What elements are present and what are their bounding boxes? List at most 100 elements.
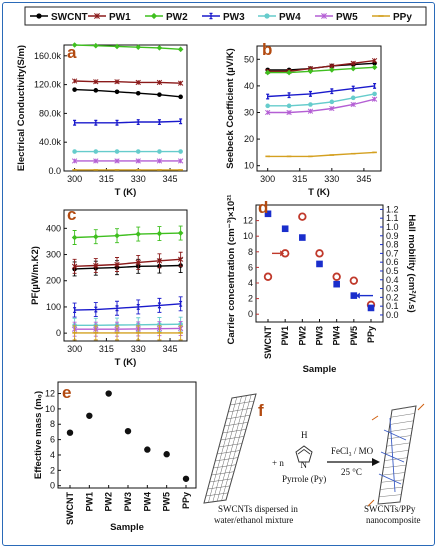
panel-c-point-pw2 — [93, 233, 99, 240]
panel-a-point-pw2 — [114, 43, 120, 50]
panel-b-series-pw2 — [267, 66, 375, 74]
swcnt-bundle-illustration — [203, 393, 257, 504]
panel-b-point-pw3 — [287, 92, 291, 99]
panel-d-y2tick-label: 1.1 — [386, 213, 399, 223]
panel-b-xtick-label: 330 — [324, 174, 339, 184]
panel-d-xtick-label: PPy — [366, 326, 376, 343]
legend: SWCNT PW1 PW2 PW3 PW4 PW5 PPy — [24, 6, 427, 26]
panel-d-carrier-point — [332, 272, 341, 281]
panel-a-point-pw1 — [93, 79, 99, 85]
right-caption-line2: nanocomposite — [366, 515, 421, 525]
panel-a-point-pw3 — [157, 119, 161, 125]
panel-b-point-pw2 — [264, 69, 271, 76]
panel-a-point-pw2 — [177, 46, 184, 53]
panel-d-y2tick-label: 0.9 — [386, 231, 399, 241]
panel-e-xtick-label: PPy — [181, 492, 191, 509]
panel-b-point-pw5 — [286, 109, 292, 116]
panel-c-series-swcnt — [74, 264, 181, 270]
panel-b-point-pw2 — [350, 65, 357, 72]
panel-a-point-pw5 — [93, 158, 99, 164]
panel-c-ytick-label: 0 — [56, 328, 61, 338]
panel-a-point-pw4 — [178, 149, 183, 154]
panel-b-series-pw1 — [267, 59, 375, 73]
panel-c-series-pw3 — [74, 303, 181, 311]
panel-c-xtick-label: 300 — [67, 344, 82, 354]
panel-d-y2tick-label: 0.0 — [386, 310, 399, 320]
panel-a-point-pw5 — [156, 158, 163, 164]
monomer-label: Pyrrole (Py) — [282, 474, 326, 484]
panel-b-point-pw5 — [329, 105, 335, 112]
panel-e-xtick-label: PW5 — [162, 492, 172, 512]
panel-d-ytick-label: 6 — [248, 262, 253, 272]
panel-e-point — [86, 412, 93, 419]
legend-box — [24, 6, 427, 26]
panel-b-point-pw3 — [266, 93, 270, 100]
panel-c-point-pw2 — [114, 232, 120, 239]
panel-d-xtick-label: PW2 — [297, 326, 307, 346]
panel-a-point-pw4 — [135, 149, 141, 154]
panel-a-conductivity: 300 315 330 345 0.0 40.0k 80.0k 120.0k 160.0k T (… — [16, 42, 188, 198]
panel-e-xtick-label: PW3 — [123, 492, 133, 512]
panel-d-mobility-point — [299, 234, 306, 241]
panel-d-ylabel: Carrier concentration (cm⁻³)×10²¹ — [226, 195, 237, 345]
panel-b-series-pw4 — [267, 93, 375, 107]
panel-d-y2tick-label: 1.0 — [386, 222, 399, 232]
panel-a-series-pw3 — [74, 120, 181, 124]
panel-d-mobility-point — [367, 304, 375, 312]
panel-c-point-pw3 — [136, 303, 140, 310]
panel-c-point-pw1 — [114, 261, 120, 268]
panel-b-point-pw3 — [351, 85, 355, 92]
panel-e-ytick-label: 6 — [50, 435, 55, 445]
panel-d-mobility-point — [281, 225, 289, 233]
panel-a-point-pw5 — [114, 158, 120, 164]
panel-c-point-pw3 — [157, 302, 161, 309]
panel-e-point — [163, 451, 170, 458]
legend-label-swcnt: SWCNT — [51, 12, 88, 23]
panel-d-y2tick-label: 0.1 — [386, 301, 399, 311]
panel-e-xtick-label: PW2 — [104, 492, 114, 512]
panel-label-e: e — [62, 383, 71, 402]
panel-b-xtick-label: 345 — [356, 174, 371, 184]
panel-b-point-pw3 — [308, 90, 312, 97]
reagent-bottom: 25 °C — [341, 467, 362, 477]
panel-a-point-pw1 — [114, 79, 120, 85]
panel-d-ytick-label: 12 — [243, 216, 253, 226]
panel-c-point-pw1 — [156, 258, 163, 264]
panel-d-mobility-point — [350, 292, 358, 299]
pyrrole-nh: N — [301, 460, 308, 470]
panel-a-point-pw3 — [179, 118, 183, 125]
panel-d-y2tick-label: 0.3 — [386, 284, 399, 294]
panel-c-point-pw1 — [135, 259, 141, 266]
panel-d-carrier-point — [315, 249, 324, 258]
panel-e-point — [182, 475, 190, 482]
reagent-top: FeCl₃ / MO — [331, 446, 374, 456]
figure-frame — [2, 2, 435, 546]
panel-d-carrier-point — [298, 212, 307, 221]
panel-c-point-pw2 — [135, 231, 142, 237]
panel-c-series-pw5 — [74, 327, 181, 330]
panel-label-d: d — [258, 198, 268, 217]
panel-b-ytick-label: 30 — [244, 107, 254, 117]
panel-c-ytick-label: 400 — [46, 223, 61, 233]
panel-e-point — [124, 427, 132, 435]
panel-d-ytick-label: 0 — [248, 309, 253, 319]
panel-d-y2tick-label: 0.4 — [386, 275, 399, 285]
panel-b-point-pw2 — [286, 69, 292, 76]
panel-e-point — [144, 446, 151, 453]
panel-a-point-pw3 — [115, 119, 119, 126]
panel-c-ytick-label: 100 — [46, 302, 61, 312]
panel-b-point-pw4 — [350, 95, 356, 101]
panel-a-point-pw4 — [114, 149, 120, 154]
panel-e-xlabel: Sample — [110, 522, 144, 533]
panel-d-mobility-point — [316, 260, 323, 268]
panel-c-point-pw3 — [179, 300, 183, 307]
legend-label-pw1: PW1 — [109, 12, 131, 23]
panel-a-xtick-label: 330 — [131, 174, 146, 184]
panel-a-ytick-label: 0.0 — [48, 166, 61, 176]
panel-d-arrow-left-head — [280, 250, 285, 257]
panel-a-point-pw1 — [177, 80, 184, 86]
panel-f-synthesis-scheme: + n N H Pyrrole (Py) FeCl₃ / MO 25 °C SW… — [203, 393, 425, 525]
panel-c-point-pw3 — [115, 305, 119, 312]
panel-a-point-pw2 — [135, 44, 142, 50]
panel-d-ytick-label: 4 — [248, 278, 253, 288]
